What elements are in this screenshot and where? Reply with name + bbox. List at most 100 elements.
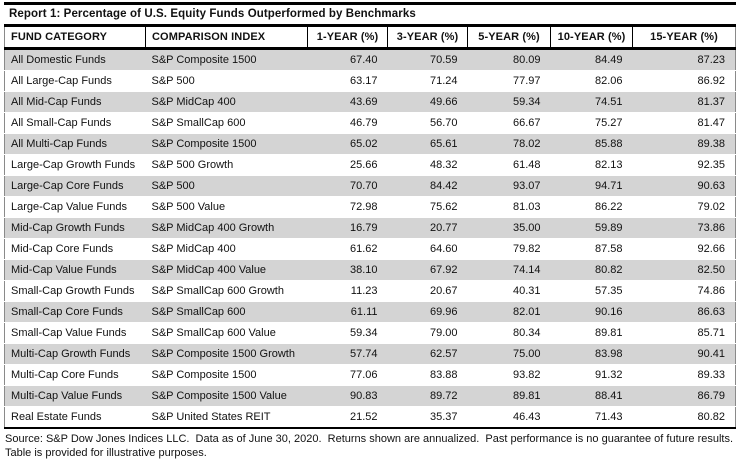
column-header-fund-category: FUND CATEGORY [4,27,146,50]
percent-value-cell: 69.96 [429,306,458,318]
table-row: Mid-Cap Core Funds S&P MidCap 400 61.62 64.… [4,239,736,260]
comparison-index-cell: S&P SmallCap 600 Growth [151,285,284,297]
table-row: Real Estate Funds S&P United States REIT 2… [4,407,736,428]
fund-category-cell: All Mid-Cap Funds [11,96,102,108]
percent-value-cell: 79.02 [697,201,725,213]
percent-value-cell: 67.92 [429,264,458,276]
percent-value-cell: 88.41 [594,390,623,402]
percent-value-cell: 89.33 [697,369,725,381]
comparison-index-cell: S&P Composite 1500 Growth [151,348,295,360]
comparison-index-cell: S&P MidCap 400 Growth [151,222,275,234]
table-row: All Multi-Cap Funds S&P Composite 1500 65.… [4,133,736,155]
table-header: FUND CATEGORY COMPARISON INDEX 1-YEAR (%… [4,27,736,50]
fund-category-cell: Large-Cap Growth Funds [11,159,136,171]
fund-category-cell: All Small-Cap Funds [11,117,112,129]
column-header-10-year: 10-YEAR (%) [550,27,633,50]
percent-value-cell: 35.00 [512,222,541,234]
percent-value-cell: 63.17 [349,75,378,87]
comparison-index-cell: S&P SmallCap 600 [151,306,246,318]
comparison-index-cell: S&P SmallCap 600 Value [151,327,276,339]
percent-value-cell: 86.79 [697,390,725,402]
percent-value-cell: 92.35 [697,159,725,171]
percent-value-cell: 85.88 [594,138,623,150]
percent-value-cell: 72.98 [349,201,378,213]
column-header-15-year: 15-YEAR (%) [632,27,736,50]
percent-value-cell: 75.00 [512,348,541,360]
fund-category-cell: Mid-Cap Growth Funds [11,222,125,234]
percent-value-cell: 93.07 [512,180,541,192]
fund-category-cell: All Multi-Cap Funds [11,138,107,150]
percent-value-cell: 87.23 [697,54,725,66]
fund-category-cell: Large-Cap Value Funds [11,201,127,213]
percent-value-cell: 75.62 [429,201,458,213]
percent-value-cell: 61.48 [512,159,541,171]
percent-value-cell: 11.23 [350,285,378,297]
percent-value-cell: 90.41 [697,348,725,360]
percent-value-cell: 80.82 [697,411,725,423]
percent-value-cell: 49.66 [429,96,458,108]
percent-value-cell: 84.49 [594,54,623,66]
column-header-3-year: 3-YEAR (%) [387,27,468,50]
comparison-index-cell: S&P 500 [151,180,195,192]
percent-value-cell: 80.34 [512,327,541,339]
percent-value-cell: 81.47 [697,117,725,129]
percent-value-cell: 75.27 [594,117,623,129]
percent-value-cell: 89.81 [594,327,623,339]
percent-value-cell: 71.24 [429,75,458,87]
table-row: Multi-Cap Value Funds S&P Composite 1500 … [4,385,736,407]
fund-category-cell: Large-Cap Core Funds [11,180,124,192]
table-row: Small-Cap Growth Funds S&P SmallCap 600 G… [4,281,736,302]
table-row: All Domestic Funds S&P Composite 1500 67.4… [4,48,736,71]
percent-value-cell: 90.83 [349,390,378,402]
percent-value-cell: 78.02 [512,138,541,150]
percent-value-cell: 82.06 [594,75,623,87]
percent-value-cell: 77.06 [349,369,378,381]
percent-value-cell: 25.66 [349,159,378,171]
percent-value-cell: 82.13 [594,159,623,171]
percent-value-cell: 77.97 [512,75,541,87]
comparison-index-cell: S&P Composite 1500 [151,138,257,150]
table-row: Multi-Cap Growth Funds S&P Composite 1500… [4,343,736,365]
fund-category-cell: Real Estate Funds [11,411,102,423]
percent-value-cell: 85.71 [697,327,725,339]
table-row: All Large-Cap Funds S&P 500 63.17 71.24 77.9… [4,71,736,92]
percent-value-cell: 82.01 [512,306,541,318]
percent-value-cell: 71.43 [594,411,623,423]
source-note: Source: S&P Dow Jones Indices LLC. Data … [5,433,739,459]
percent-value-cell: 57.35 [594,285,623,297]
percent-value-cell: 70.70 [349,180,378,192]
comparison-index-cell: S&P SmallCap 600 [151,117,246,129]
percent-value-cell: 81.03 [512,201,541,213]
comparison-index-cell: S&P 500 Value [151,201,226,213]
percent-value-cell: 86.92 [697,75,725,87]
percent-value-cell: 46.43 [512,411,541,423]
percent-value-cell: 89.81 [512,390,541,402]
percent-value-cell: 89.38 [697,138,725,150]
column-header-5-year: 5-YEAR (%) [467,27,551,50]
percent-value-cell: 35.37 [429,411,458,423]
percent-value-cell: 74.14 [512,264,541,276]
comparison-index-cell: S&P United States REIT [151,411,271,423]
comparison-index-cell: S&P MidCap 400 Value [151,264,267,276]
percent-value-cell: 93.82 [512,369,541,381]
percent-value-cell: 46.79 [349,117,378,129]
table-row: Large-Cap Value Funds S&P 500 Value 72.98 7… [4,197,736,218]
percent-value-cell: 91.32 [594,369,623,381]
comparison-index-cell: S&P MidCap 400 [151,96,236,108]
fund-category-cell: Small-Cap Growth Funds [11,285,135,297]
comparison-index-cell: S&P Composite 1500 [151,369,257,381]
percent-value-cell: 65.02 [349,138,378,150]
percent-value-cell: 20.67 [429,285,458,297]
column-header-1-year: 1-YEAR (%) [307,27,388,50]
percent-value-cell: 86.22 [594,201,623,213]
percent-value-cell: 89.72 [429,390,458,402]
percent-value-cell: 62.57 [429,348,458,360]
comparison-index-cell: S&P 500 [151,75,195,87]
fund-category-cell: All Domestic Funds [11,54,106,66]
percent-value-cell: 80.09 [512,54,541,66]
column-header-comparison-index: COMPARISON INDEX [145,27,308,50]
percent-value-cell: 74.51 [594,96,623,108]
table-row: Mid-Cap Growth Funds S&P MidCap 400 Growt… [4,217,736,239]
comparison-index-cell: S&P Composite 1500 Value [151,390,287,402]
